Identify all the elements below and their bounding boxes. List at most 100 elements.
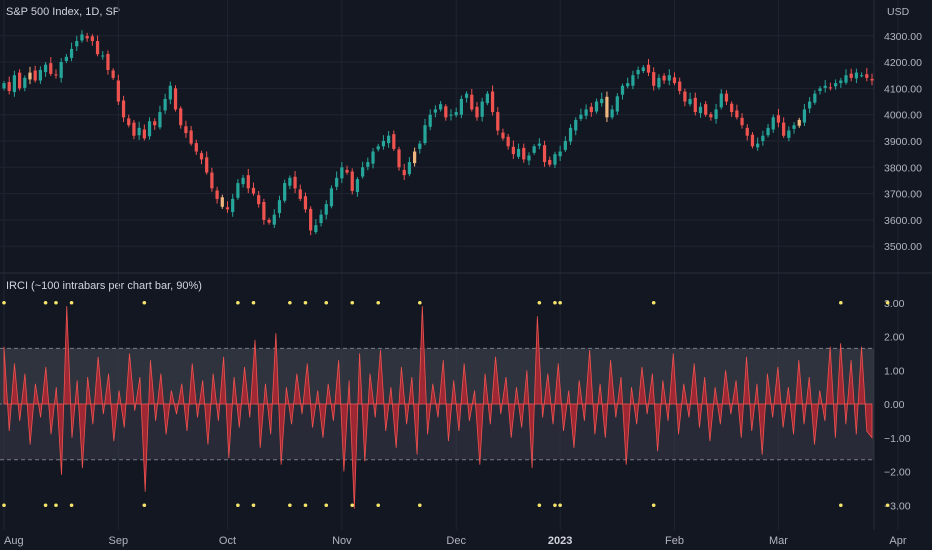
candle-body: [776, 115, 781, 123]
candle-body: [745, 127, 749, 136]
candle-body: [693, 97, 697, 113]
candle-body: [28, 72, 32, 80]
candle-body: [59, 62, 63, 78]
candle-body: [849, 73, 853, 78]
candle-body: [620, 85, 625, 95]
time-tick-label: Nov: [332, 535, 352, 547]
candle-body: [589, 106, 593, 113]
candle-body: [516, 148, 521, 157]
candle-body: [527, 155, 531, 161]
candle-body: [724, 93, 729, 102]
irci-axis: 3.00 2.00 1.00 0.00 −1.00 −2.00 −3.00: [884, 298, 911, 513]
candle-body: [267, 219, 271, 223]
irci-tick-label: −2.00: [884, 467, 911, 479]
irci-marker-dot: [142, 300, 147, 305]
candle-body: [808, 101, 812, 109]
candle-body: [194, 143, 198, 152]
candle-body: [813, 93, 817, 103]
candle-body: [23, 77, 27, 88]
candle-body: [355, 179, 360, 193]
candle-body: [698, 106, 703, 114]
candle-body: [215, 190, 219, 199]
irci-marker-dot: [288, 503, 292, 508]
irci-marker-dot: [558, 300, 562, 305]
candle-body: [662, 75, 666, 81]
candle-body: [459, 98, 464, 115]
candle-body: [283, 183, 287, 201]
candlestick-series: [2, 30, 874, 236]
irci-marker-dot: [418, 300, 422, 305]
candle-body: [33, 70, 37, 81]
irci-marker-dot: [558, 503, 562, 508]
candle-body: [225, 207, 230, 210]
candle-body: [85, 36, 89, 39]
time-tick-label: Sep: [109, 535, 129, 547]
irci-tick-label: 1.00: [884, 365, 905, 377]
irci-tick-label: −1.00: [884, 433, 911, 445]
candle-body: [828, 87, 833, 89]
candle-body: [740, 117, 744, 126]
candle-body: [163, 98, 167, 111]
candle-body: [548, 159, 552, 165]
irci-chart-title: IRCI (~100 intrabars per chart bar, 90%): [6, 280, 202, 292]
price-tick-label: 3600.00: [884, 215, 922, 227]
candle-body: [361, 167, 365, 177]
irci-marker-dot: [303, 300, 308, 305]
candle-body: [220, 197, 224, 207]
candle-body: [511, 146, 515, 155]
candle-body: [823, 85, 827, 88]
candle-body: [771, 117, 775, 130]
irci-marker-dots: [2, 300, 890, 508]
candle-body: [854, 72, 859, 79]
candle-body: [730, 103, 734, 113]
candle-body: [490, 91, 495, 113]
candle-body: [64, 56, 68, 62]
price-tick-label: 3500.00: [884, 241, 922, 253]
candle-body: [480, 101, 484, 117]
irci-marker-dot: [651, 503, 656, 508]
price-axis: 3500.00 3600.00 3700.00 3800.00 3900.00 4000.…: [884, 31, 922, 253]
candle-body: [678, 81, 682, 92]
candle-body: [553, 154, 557, 165]
candle-body: [345, 169, 349, 173]
candle-body: [870, 78, 874, 81]
candle-body: [792, 125, 796, 129]
price-chart-title: S&P 500 Index, 1D, SP: [6, 6, 121, 18]
candle-body: [231, 198, 235, 213]
candle-body: [147, 121, 152, 137]
candle-body: [340, 167, 344, 179]
candle-body: [168, 85, 172, 100]
candle-body: [90, 36, 94, 42]
candle-body: [444, 106, 448, 118]
candle-body: [314, 225, 318, 233]
candle-body: [137, 127, 141, 136]
candle-body: [475, 106, 479, 118]
candle-body: [641, 67, 645, 72]
candle-body: [412, 151, 417, 164]
candle-body: [116, 80, 120, 102]
irci-marker-dot: [236, 300, 240, 305]
candle-body: [485, 93, 489, 104]
irci-marker-dot: [885, 300, 890, 305]
irci-marker-dot: [43, 300, 48, 305]
irci-marker-dot: [288, 300, 292, 305]
candle-body: [672, 77, 677, 84]
candle-body: [121, 100, 126, 118]
irci-marker-dot: [251, 300, 256, 305]
candle-body: [522, 147, 526, 160]
irci-marker-dot: [142, 503, 147, 508]
candle-body: [610, 109, 614, 118]
irci-tick-label: 2.00: [884, 332, 905, 344]
time-tick-label: Aug: [4, 535, 24, 547]
candle-body: [309, 208, 313, 231]
candle-body: [132, 122, 136, 136]
candle-body: [75, 41, 79, 47]
candle-body: [80, 34, 84, 41]
candle-body: [288, 177, 292, 186]
irci-marker-dot: [236, 503, 240, 508]
time-tick-label: Apr: [889, 535, 906, 547]
candle-body: [158, 112, 162, 128]
candle-body: [834, 83, 838, 87]
candle-body: [277, 200, 282, 214]
